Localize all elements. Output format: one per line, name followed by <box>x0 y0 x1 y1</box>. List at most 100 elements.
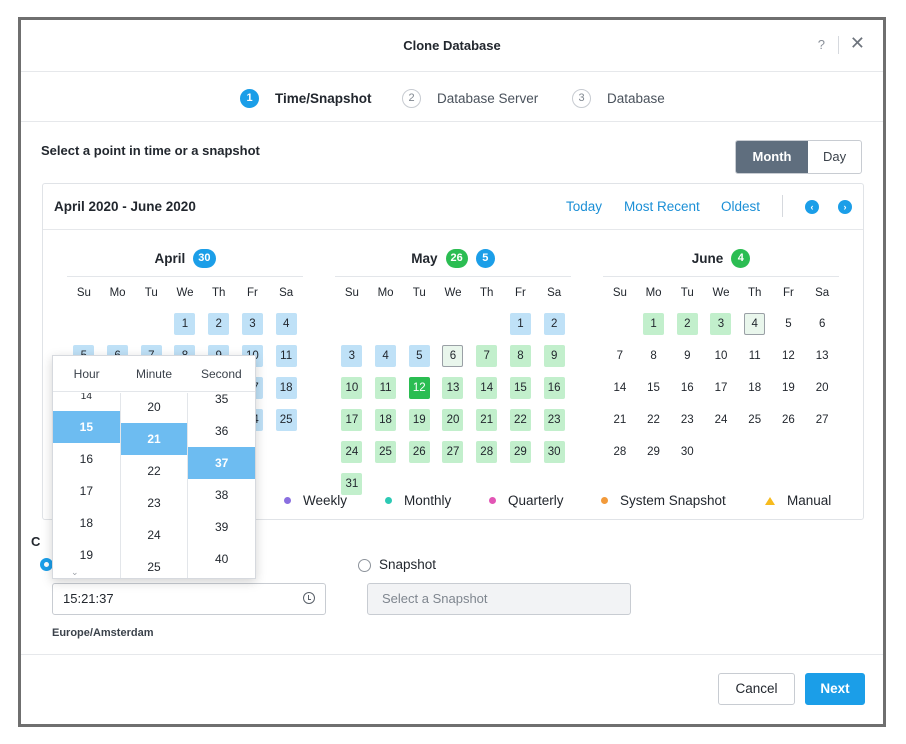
day-cell[interactable]: 21 <box>470 409 504 431</box>
day-cell[interactable]: 7 <box>470 345 504 367</box>
day-cell[interactable]: 21 <box>613 414 627 426</box>
day-cell[interactable]: 2 <box>202 313 236 335</box>
day-cell[interactable]: 24 <box>335 441 369 463</box>
day-view-button[interactable]: Day <box>823 149 847 164</box>
day-cell[interactable]: 25 <box>269 409 303 431</box>
oldest-link[interactable]: Oldest <box>721 199 761 214</box>
day-cell[interactable]: 22 <box>647 414 660 426</box>
day-cell[interactable]: 14 <box>470 377 504 399</box>
day-cell[interactable]: 2 <box>670 313 704 335</box>
chevron-left-icon[interactable]: ‹ <box>805 200 819 214</box>
close-icon[interactable]: ✕ <box>849 33 865 53</box>
second-option[interactable]: 38 <box>215 488 229 502</box>
day-cell[interactable]: 1 <box>504 313 538 335</box>
hour-option-selected[interactable]: 15 <box>53 411 120 443</box>
minute-option[interactable]: 25 <box>147 560 161 574</box>
day-cell[interactable]: 4 <box>738 313 772 335</box>
day-cell[interactable]: 18 <box>369 409 403 431</box>
day-cell[interactable]: 1 <box>168 313 202 335</box>
day-cell[interactable]: 16 <box>537 377 571 399</box>
minute-column[interactable]: 20 21 22 23 24 25 <box>120 393 189 578</box>
day-cell[interactable]: 29 <box>647 446 660 458</box>
day-cell[interactable]: 20 <box>815 382 829 394</box>
second-column[interactable]: 35 36 37 38 39 40 <box>188 393 255 578</box>
day-cell[interactable]: 5 <box>785 318 792 330</box>
second-option[interactable]: 35 <box>215 393 229 406</box>
month-view-button[interactable]: Month <box>736 141 808 173</box>
second-option[interactable]: 39 <box>215 520 229 534</box>
day-cell[interactable]: 13 <box>436 377 470 399</box>
day-cell[interactable]: 31 <box>335 473 369 495</box>
day-cell[interactable]: 11 <box>369 377 403 399</box>
hour-option[interactable]: 19 <box>79 548 94 562</box>
second-option[interactable]: 40 <box>215 552 229 566</box>
day-cell[interactable]: 5 <box>402 345 436 367</box>
clock-icon[interactable] <box>303 592 315 604</box>
day-cell[interactable]: 1 <box>637 313 671 335</box>
day-cell[interactable]: 8 <box>650 350 657 362</box>
day-cell-selected[interactable]: 12 <box>402 377 436 399</box>
day-cell[interactable]: 9 <box>537 345 571 367</box>
day-cell[interactable]: 6 <box>436 345 470 367</box>
day-cell[interactable]: 4 <box>369 345 403 367</box>
snapshot-select[interactable]: Select a Snapshot <box>367 583 631 615</box>
day-cell[interactable]: 16 <box>680 382 694 394</box>
hour-column[interactable]: 14 15 16 17 18 19 ⌄ <box>53 393 121 578</box>
day-cell[interactable]: 22 <box>504 409 538 431</box>
day-cell[interactable]: 11 <box>748 350 761 362</box>
snapshot-radio[interactable] <box>358 559 371 572</box>
day-cell[interactable]: 30 <box>537 441 571 463</box>
second-option[interactable]: 36 <box>215 424 229 438</box>
day-cell[interactable]: 26 <box>782 414 795 426</box>
minute-option[interactable]: 22 <box>147 464 161 478</box>
day-cell[interactable]: 15 <box>504 377 538 399</box>
minute-option[interactable]: 24 <box>147 528 161 542</box>
day-cell[interactable]: 6 <box>818 318 826 330</box>
day-cell[interactable]: 23 <box>680 414 694 426</box>
day-cell[interactable]: 3 <box>704 313 738 335</box>
day-cell[interactable]: 26 <box>402 441 436 463</box>
day-cell[interactable]: 9 <box>684 350 691 362</box>
chevron-right-icon[interactable]: › <box>838 200 852 214</box>
second-option-selected[interactable]: 37 <box>188 447 255 479</box>
hour-option[interactable]: 16 <box>79 452 94 466</box>
day-cell[interactable]: 10 <box>335 377 369 399</box>
next-button[interactable]: Next <box>805 673 865 705</box>
minute-option[interactable]: 23 <box>147 496 161 510</box>
day-cell[interactable]: 13 <box>815 350 829 362</box>
day-cell[interactable]: 15 <box>647 382 660 394</box>
day-cell[interactable]: 20 <box>436 409 470 431</box>
day-cell[interactable]: 17 <box>714 382 728 394</box>
minute-option[interactable]: 20 <box>147 400 161 414</box>
day-cell[interactable]: 12 <box>782 350 795 362</box>
day-cell[interactable]: 28 <box>470 441 504 463</box>
day-cell[interactable]: 4 <box>269 313 303 335</box>
day-cell[interactable]: 27 <box>436 441 470 463</box>
point-in-time-radio[interactable] <box>40 558 53 571</box>
day-cell[interactable]: 11 <box>269 345 303 367</box>
day-cell[interactable]: 14 <box>613 382 627 394</box>
hour-option[interactable]: 17 <box>79 484 94 498</box>
most-recent-link[interactable]: Most Recent <box>624 199 700 214</box>
time-input[interactable]: 15:21:37 <box>52 583 326 615</box>
day-cell[interactable]: 3 <box>236 313 270 335</box>
hour-option[interactable]: 18 <box>79 516 94 530</box>
day-cell[interactable]: 24 <box>714 414 728 426</box>
day-cell[interactable]: 23 <box>537 409 571 431</box>
scroll-down-icon[interactable]: ⌄ <box>71 567 79 577</box>
day-cell[interactable]: 3 <box>335 345 369 367</box>
day-cell[interactable]: 8 <box>504 345 538 367</box>
day-cell[interactable]: 7 <box>616 350 624 362</box>
day-cell[interactable]: 19 <box>402 409 436 431</box>
minute-option-selected[interactable]: 21 <box>120 423 188 455</box>
help-button[interactable]: ? <box>817 37 825 52</box>
day-cell[interactable]: 18 <box>748 382 762 394</box>
day-cell[interactable]: 29 <box>504 441 538 463</box>
hour-option[interactable]: 14 <box>80 393 92 402</box>
day-cell[interactable]: 2 <box>537 313 571 335</box>
day-cell[interactable]: 10 <box>714 350 728 362</box>
day-cell[interactable]: 28 <box>613 446 627 458</box>
step-database[interactable]: 3 Database <box>572 89 665 108</box>
day-cell[interactable]: 18 <box>269 377 303 399</box>
day-cell[interactable]: 25 <box>369 441 403 463</box>
